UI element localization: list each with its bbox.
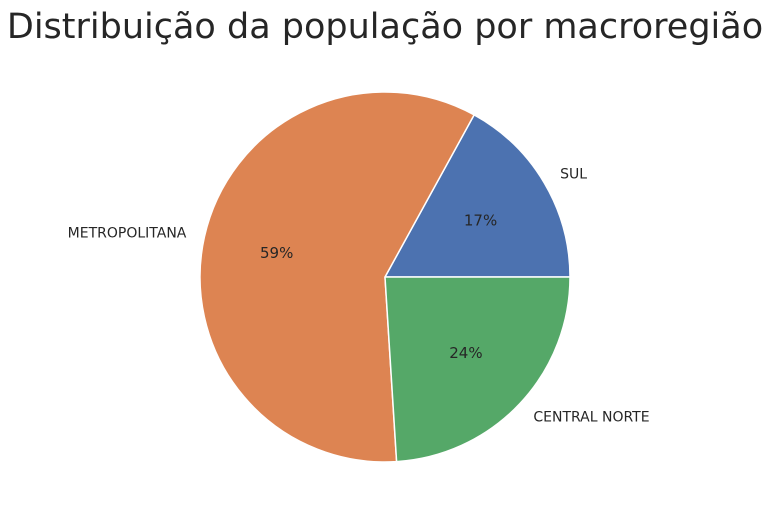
slice-label: METROPOLITANA: [68, 226, 187, 242]
pie-labels: SUL 17% METROPOLITANA 59% CENTRAL NORTE 24%: [68, 166, 650, 425]
slice-percent-label: 17%: [464, 211, 497, 229]
chart-title: Distribuição da população por macroregiã…: [7, 7, 763, 47]
pie-slice-central-norte: [384, 276, 571, 463]
slice-percent-label: 59%: [260, 244, 293, 262]
pie-slices: [199, 91, 571, 463]
slice-label: CENTRAL NORTE: [533, 409, 649, 425]
pie-slice-metropolitana: [199, 91, 475, 463]
slice-percent-label: 24%: [449, 344, 482, 362]
pie-slice-sul: [384, 114, 571, 278]
slice-label: SUL: [560, 166, 587, 182]
